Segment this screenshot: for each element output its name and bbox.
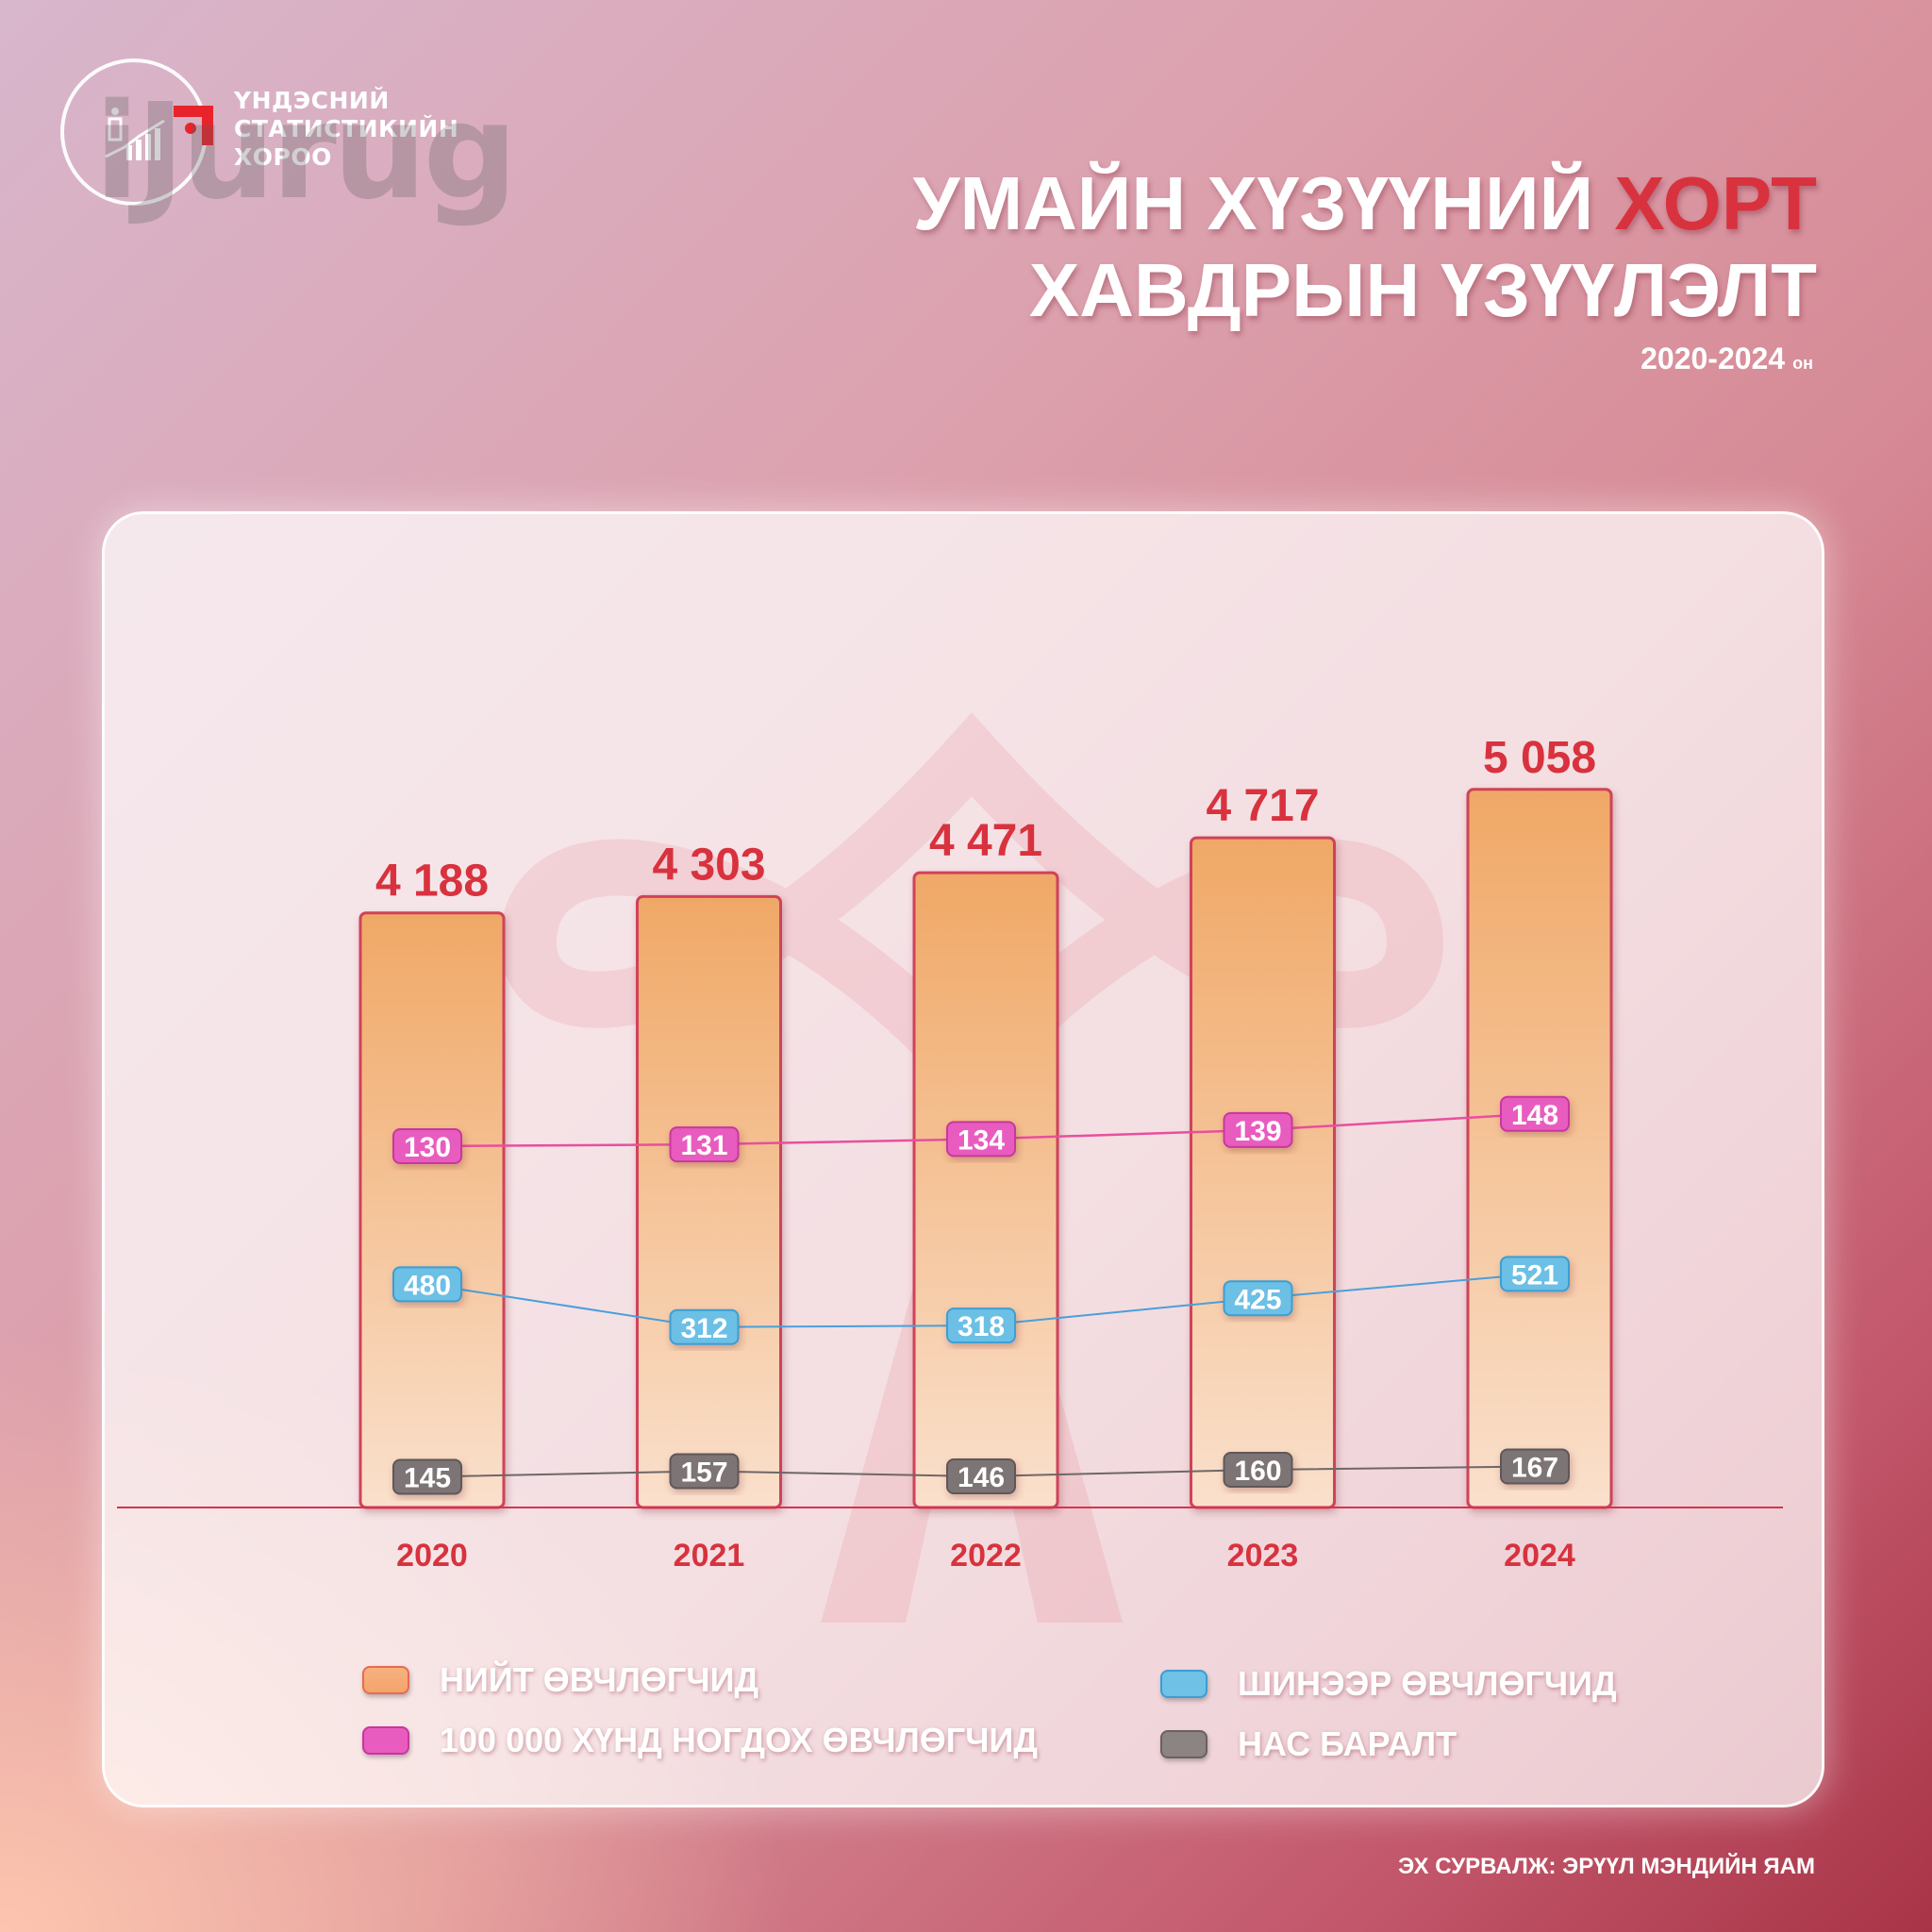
legend-swatch-new: [1160, 1670, 1208, 1698]
data-label-new-2022: 318: [958, 1311, 1005, 1342]
title-main: УМАЙН ХҮЗҮҮНИЙ: [912, 161, 1615, 245]
data-label-death-2024: 167: [1511, 1453, 1558, 1484]
data-label-new-2020: 480: [404, 1270, 451, 1301]
x-tick-label-2024: 2024: [1504, 1538, 1575, 1574]
logo-line-2: СТАТИСТИКИЙН: [234, 115, 459, 142]
marker-new-2024: [1500, 1256, 1570, 1292]
period-years: 2020-2024: [1641, 341, 1786, 375]
data-label-new-2021: 312: [680, 1313, 727, 1344]
x-tick-label-2020: 2020: [396, 1538, 468, 1574]
marker-death-2024: [1500, 1448, 1570, 1485]
soyombo-chart-icon: [105, 108, 165, 160]
marker-rate-2021: [669, 1126, 740, 1163]
title-line-2: ХАВДРЫН ҮЗҮҮЛЭЛТ: [1028, 248, 1817, 332]
marker-death-2023: [1223, 1452, 1293, 1488]
legend-swatch-death: [1160, 1730, 1208, 1758]
data-label-death-2023: 160: [1234, 1456, 1281, 1487]
marker-rate-2022: [946, 1121, 1016, 1158]
bar-value-label-2024: 5 058: [1483, 733, 1596, 783]
legend-total: НИЙТ ӨВЧЛӨГЧИД: [362, 1660, 758, 1700]
bar-2023: [1190, 836, 1336, 1509]
x-tick-label-2022: 2022: [950, 1538, 1022, 1574]
data-label-rate-2022: 134: [958, 1124, 1005, 1156]
bar-2022: [912, 871, 1059, 1509]
marker-new-2023: [1223, 1280, 1293, 1317]
x-tick-label-2023: 2023: [1227, 1538, 1299, 1574]
legend-rate: 100 000 ХҮНД НОГДОХ ӨВЧЛӨГЧИД: [362, 1721, 1038, 1760]
logo-line-3: ХОРОО: [234, 143, 332, 171]
nso-red-mark-icon: [174, 106, 213, 145]
legend-label-rate: 100 000 ХҮНД НОГДОХ ӨВЧЛӨГЧИД: [440, 1721, 1039, 1759]
marker-death-2021: [669, 1453, 740, 1490]
legend-swatch-total: [362, 1666, 409, 1694]
bar-2020: [358, 911, 506, 1509]
bar-value-label-2022: 4 471: [929, 816, 1042, 866]
data-label-rate-2021: 131: [680, 1130, 727, 1161]
bar-2021: [636, 894, 782, 1509]
data-label-rate-2023: 139: [1234, 1116, 1281, 1147]
data-label-death-2022: 146: [958, 1462, 1005, 1493]
data-label-new-2023: 425: [1234, 1284, 1281, 1315]
marker-death-2022: [946, 1458, 1016, 1494]
data-label-death-2021: 157: [680, 1457, 727, 1489]
legend-death: НАС БАРАЛТ: [1160, 1724, 1457, 1764]
bar-value-label-2021: 4 303: [652, 840, 765, 890]
bar-value-label-2023: 4 717: [1206, 781, 1319, 831]
data-label-new-2024: 521: [1511, 1259, 1558, 1291]
data-label-death-2020: 145: [404, 1463, 451, 1494]
bar-2024: [1466, 788, 1613, 1509]
title-line-1: УМАЙН ХҮЗҮҮНИЙ ХОРТ: [913, 160, 1817, 247]
data-label-rate-2020: 130: [404, 1132, 451, 1163]
bar-value-label-2020: 4 188: [375, 857, 489, 907]
logo-line-1: ҮНДЭСНИЙ: [234, 87, 390, 114]
legend-swatch-rate: [362, 1726, 409, 1755]
marker-rate-2024: [1500, 1095, 1570, 1132]
data-label-rate-2024: 148: [1511, 1100, 1558, 1131]
page-title: УМАЙН ХҮЗҮҮНИЙ ХОРТ ХАВДРЫН ҮЗҮҮЛЭЛТ: [913, 160, 1817, 334]
nso-logo: ҮНДЭСНИЙ СТАТИСТИКИЙН ХОРОО: [60, 58, 494, 209]
marker-rate-2020: [392, 1128, 462, 1164]
marker-new-2020: [392, 1266, 462, 1303]
legend-new: ШИНЭЭР ӨВЧЛӨГЧИД: [1160, 1664, 1617, 1704]
watermark: iJurug: [94, 75, 518, 229]
period-unit: он: [1792, 354, 1813, 373]
period-label: 2020-2024 он: [1641, 341, 1813, 376]
marker-new-2022: [946, 1307, 1016, 1344]
marker-rate-2023: [1223, 1111, 1293, 1148]
legend-label-new: ШИНЭЭР ӨВЧЛӨГЧИД: [1238, 1664, 1617, 1703]
title-accent: ХОРТ: [1614, 161, 1817, 245]
marker-death-2020: [392, 1458, 462, 1495]
logo-text: ҮНДЭСНИЙ СТАТИСТИКИЙН ХОРОО: [234, 87, 458, 172]
legend-label-death: НАС БАРАЛТ: [1238, 1724, 1457, 1763]
x-tick-label-2021: 2021: [674, 1538, 745, 1574]
source-note: ЭХ СУРВАЛЖ: ЭРҮҮЛ МЭНДИЙН ЯАМ: [1398, 1854, 1815, 1879]
marker-new-2021: [669, 1308, 740, 1345]
legend-label-total: НИЙТ ӨВЧЛӨГЧИД: [440, 1660, 759, 1699]
